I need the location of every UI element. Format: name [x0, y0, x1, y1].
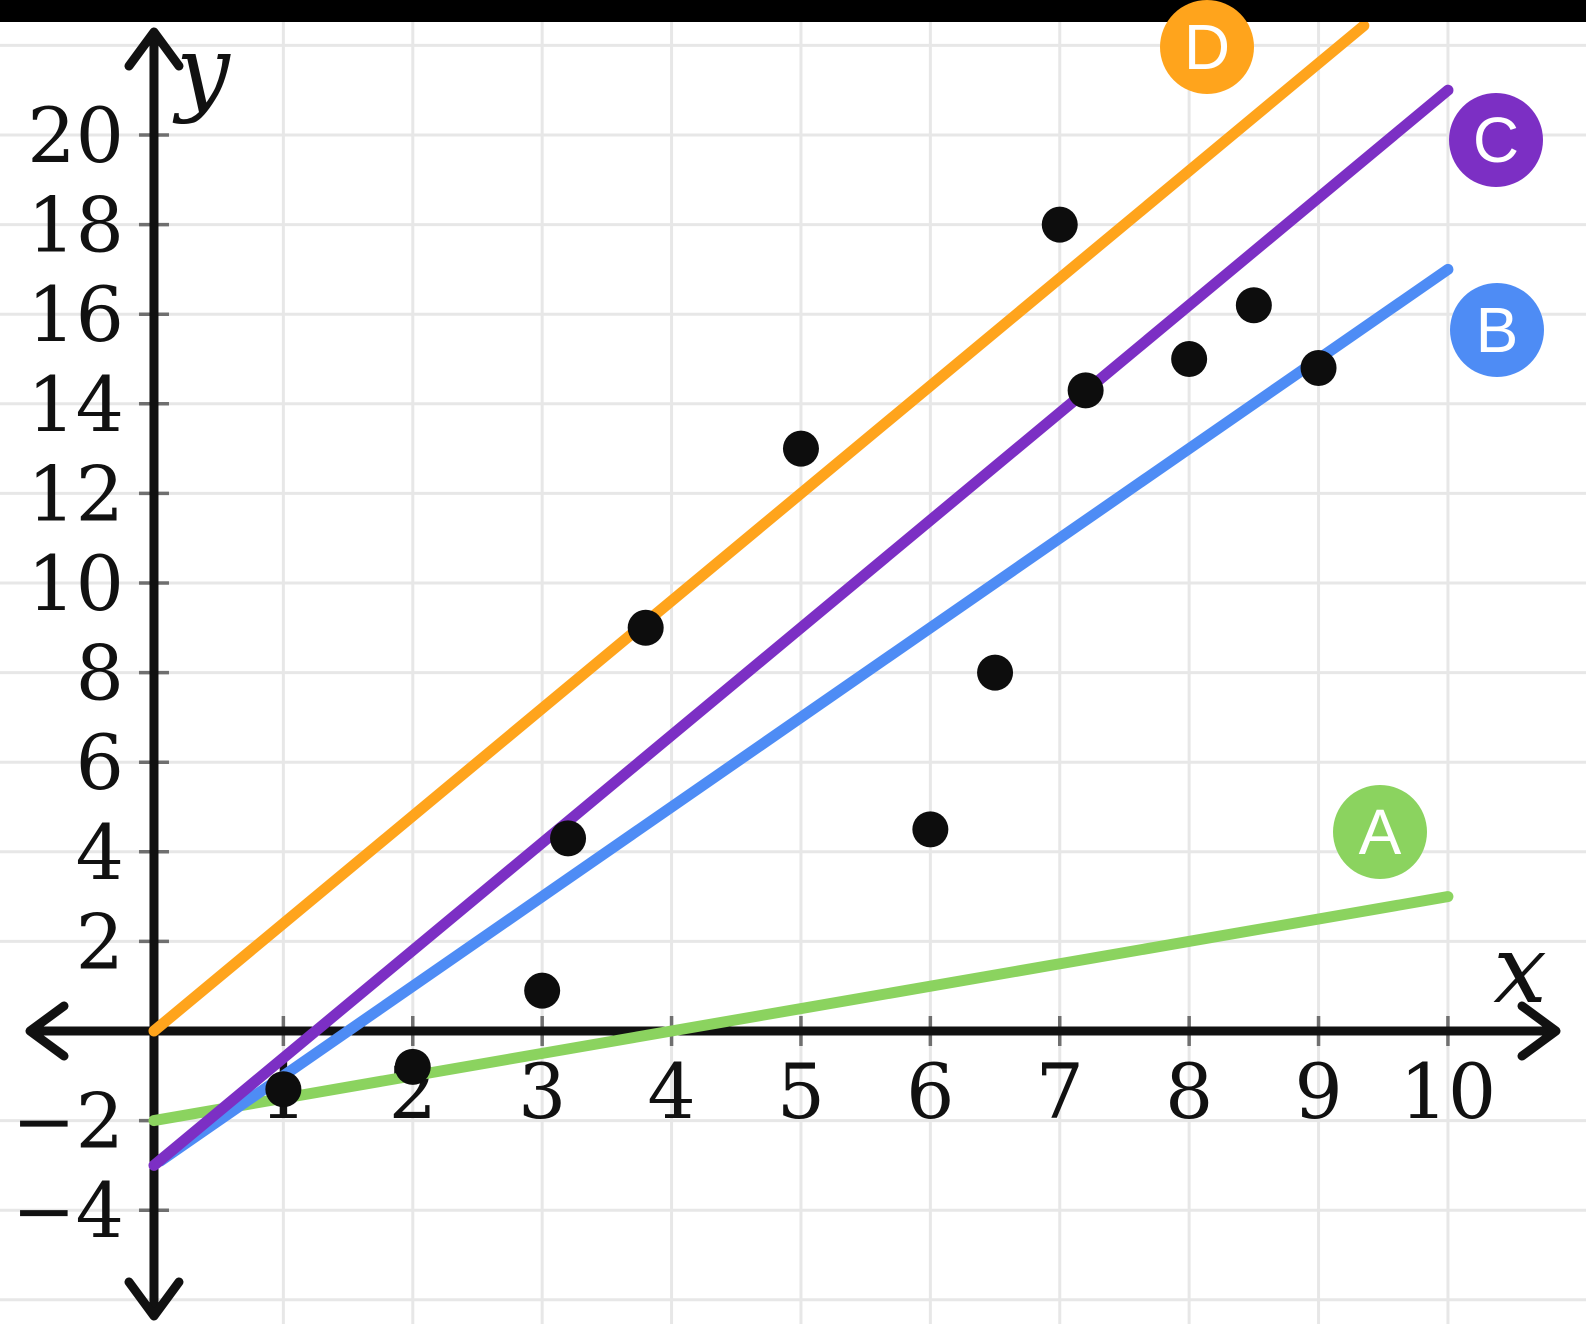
badge-B[interactable]: B [1450, 283, 1544, 377]
axes [25, 27, 1561, 1321]
scatter-point-5 [782, 430, 819, 467]
y-tick-label-10: 10 [27, 539, 124, 628]
y-tick-label-14: 14 [27, 360, 124, 449]
scatter-point-12 [1300, 349, 1337, 386]
y-tick-label-20: 20 [27, 91, 124, 180]
x-axis-right-arrow-icon [1517, 1001, 1561, 1061]
fit-line-D [148, 20, 1370, 1037]
scatter-point-11 [1235, 287, 1272, 324]
badge-D[interactable]: D [1160, 0, 1254, 94]
scatter-point-2 [524, 972, 561, 1009]
scatter-point-1 [394, 1048, 431, 1085]
badge-A-circle-icon [1333, 785, 1427, 879]
y-tick-label--2: −2 [12, 1077, 124, 1166]
line-badges: D C B A [1160, 0, 1544, 879]
gridlines [0, 22, 1586, 1324]
y-tick-label-2: 2 [76, 897, 124, 986]
scatter-point-8 [1041, 206, 1078, 243]
badge-B-label: B [1476, 294, 1519, 366]
badge-D-circle-icon [1160, 0, 1254, 94]
scatter-point-9 [1067, 372, 1104, 409]
badge-D-label: D [1184, 11, 1230, 83]
scatter-point-0 [265, 1071, 302, 1108]
x-tick-label-9: 9 [1294, 1047, 1342, 1136]
y-tick-label-4: 4 [76, 808, 124, 897]
badge-C-circle-icon [1449, 93, 1543, 187]
fit-line-C [148, 84, 1454, 1171]
y-tick-label-16: 16 [27, 270, 124, 359]
scatter-point-4 [627, 609, 664, 646]
y-tick-label--4: −4 [12, 1166, 124, 1255]
y-axis-top-arrow-icon [124, 27, 184, 71]
badge-B-circle-icon [1450, 283, 1544, 377]
x-tick-label-3: 3 [518, 1047, 566, 1136]
fit-lines [148, 20, 1454, 1171]
y-tick-label-6: 6 [76, 718, 124, 807]
x-tick-label-4: 4 [647, 1047, 695, 1136]
x-tick-label-5: 5 [777, 1047, 825, 1136]
scatter-point-10 [1171, 340, 1208, 377]
x-axis-left-arrow-icon [25, 1001, 69, 1061]
x-axis-label: x [1493, 915, 1547, 1025]
scatter-point-3 [550, 820, 587, 857]
x-tick-label-7: 7 [1036, 1047, 1084, 1136]
y-axis-label: y [172, 16, 231, 126]
y-tick-label-8: 8 [76, 629, 124, 718]
badge-A-label: A [1359, 796, 1402, 868]
fit-line-A [148, 891, 1454, 1127]
top-bar [0, 0, 1586, 22]
badge-A[interactable]: A [1333, 785, 1427, 879]
x-tick-label-10: 10 [1400, 1047, 1497, 1136]
x-tick-label-6: 6 [906, 1047, 954, 1136]
scatter-points [265, 206, 1337, 1108]
y-axis-bottom-arrow-icon [124, 1277, 184, 1321]
scatter-point-7 [977, 654, 1014, 691]
x-tick-label-8: 8 [1165, 1047, 1213, 1136]
y-tick-label-12: 12 [27, 449, 124, 538]
badge-C[interactable]: C [1449, 93, 1543, 187]
scatter-point-6 [912, 811, 949, 848]
badge-C-label: C [1473, 104, 1519, 176]
y-tick-label-18: 18 [27, 181, 124, 270]
fit-line-B [154, 263, 1454, 1167]
